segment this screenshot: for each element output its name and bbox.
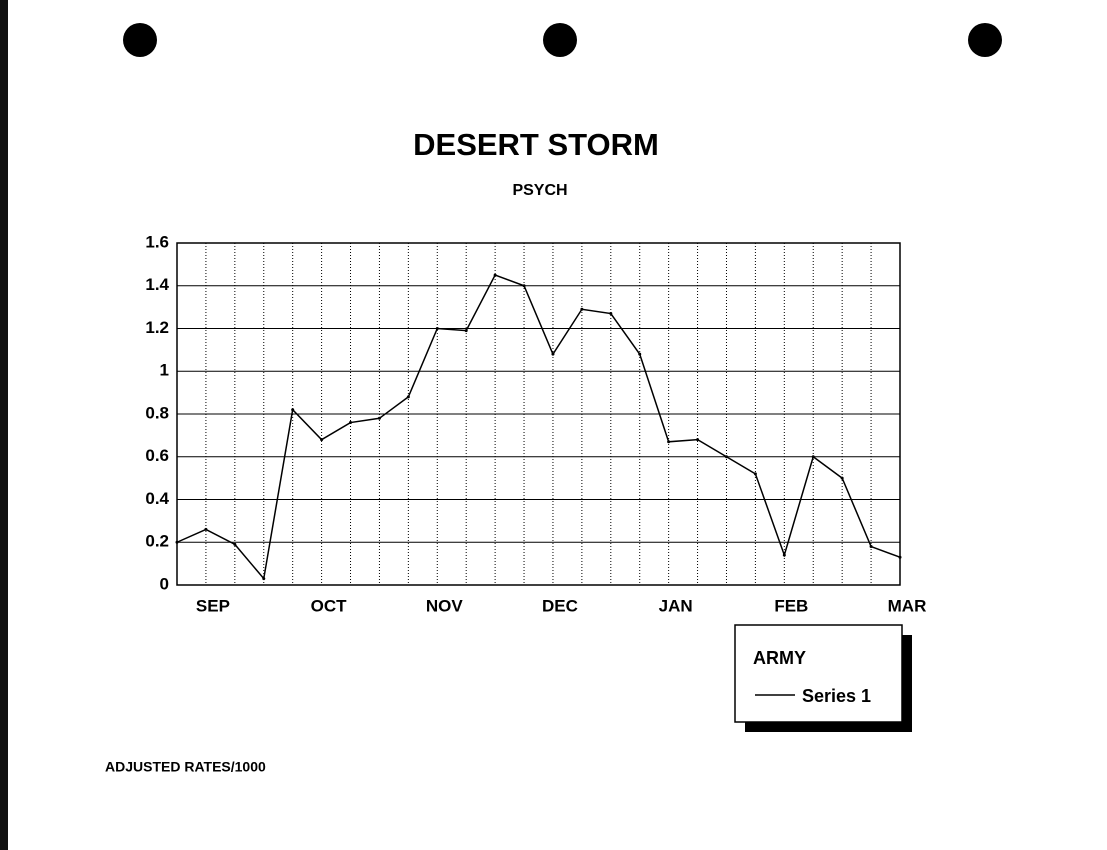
punch-hole: [968, 23, 1002, 57]
y-tick-label: 1.4: [145, 275, 169, 294]
x-tick-label: NOV: [426, 596, 464, 615]
data-point: [262, 577, 266, 581]
data-point: [724, 455, 728, 459]
data-point: [204, 527, 208, 531]
data-line: [176, 274, 901, 581]
y-tick-label: 0.8: [145, 403, 169, 422]
scan-edge: [0, 0, 8, 850]
data-point: [493, 273, 497, 277]
data-point: [638, 352, 642, 356]
footnote: ADJUSTED RATES/1000: [105, 759, 266, 775]
y-tick-label: 1: [160, 361, 169, 380]
data-point: [580, 307, 584, 311]
data-point: [840, 476, 844, 480]
data-point: [291, 408, 295, 412]
data-point: [377, 416, 381, 420]
x-tick-label: FEB: [774, 596, 808, 615]
y-tick-label: 1.6: [145, 232, 169, 251]
data-point: [522, 284, 526, 288]
y-tick-label: 0.4: [145, 489, 169, 508]
data-point: [782, 553, 786, 557]
data-point: [349, 421, 353, 425]
data-point: [175, 540, 179, 544]
x-tick-label: MAR: [888, 596, 927, 615]
data-point: [233, 542, 237, 546]
data-point: [464, 329, 468, 333]
data-point: [551, 352, 555, 356]
data-point: [435, 327, 439, 330]
data-point: [898, 555, 902, 559]
x-tick-label: SEP: [196, 596, 230, 615]
y-tick-label: 0: [160, 574, 169, 593]
data-point: [667, 440, 671, 444]
chart-subtitle: PSYCH: [512, 182, 567, 199]
plot-frame: [176, 242, 901, 586]
data-point: [753, 472, 757, 476]
y-tick-label: 0.6: [145, 446, 169, 465]
data-point: [869, 545, 873, 549]
y-tick-label: 0.2: [145, 532, 169, 551]
data-point: [320, 438, 324, 442]
data-point: [406, 395, 410, 399]
data-point: [609, 312, 613, 316]
legend-box: [734, 624, 903, 723]
legend-label: Series 1: [802, 686, 871, 706]
punch-hole: [123, 23, 157, 57]
data-point: [811, 455, 815, 459]
y-tick-label: 1.2: [145, 318, 169, 337]
x-tick-label: JAN: [659, 596, 693, 615]
legend-title: ARMY: [753, 648, 806, 668]
chart-title: DESERT STORM: [413, 127, 659, 162]
punch-hole: [543, 23, 577, 57]
x-tick-label: DEC: [542, 596, 578, 615]
data-point: [696, 438, 700, 442]
x-tick-label: OCT: [311, 596, 348, 615]
